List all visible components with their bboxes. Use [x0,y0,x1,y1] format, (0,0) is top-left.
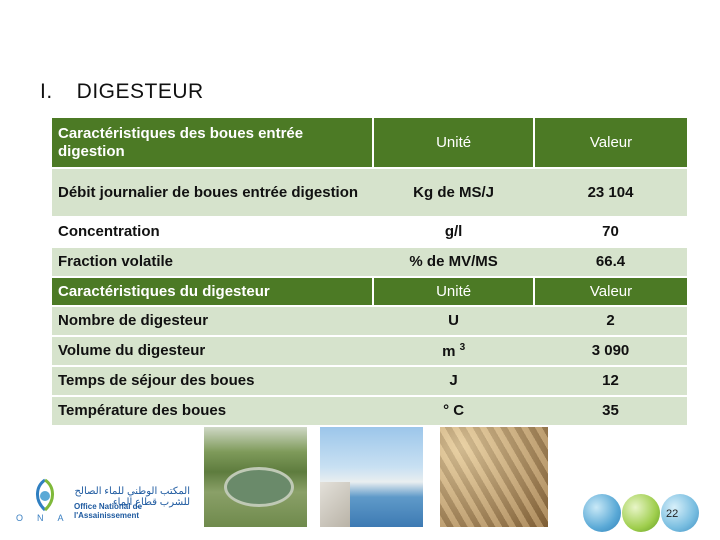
logo-arabic-name: المكتب الوطني للماء الصالح للشرب قطاع ال… [74,486,190,508]
row-label: Débit journalier de boues entrée digesti… [52,168,374,218]
row-value: 66.4 [534,247,687,278]
table-row: Débit journalier de boues entrée digesti… [52,168,687,218]
ona-logo: ONA المكتب الوطني للماء الصالح للشرب قطا… [12,478,190,526]
row-unit: % de MV/MS [373,247,535,278]
table-row: Concentration g/l 70 [52,217,687,248]
row-unit: g/l [373,217,535,248]
basin-photo [320,427,423,527]
unit-exponent: 3 [459,341,466,353]
row-value: 70 [534,217,687,248]
row-value: 12 [534,366,687,397]
header-unit: Unité [373,277,536,307]
row-unit: J [373,366,535,397]
table-row: Fraction volatile % de MV/MS 66.4 [52,247,687,278]
logo-french-name: Office National de l'Assainissement [74,502,143,520]
row-value: 23 104 [534,168,687,218]
basin-wall-shape [320,482,350,527]
page-number: 22 [666,508,679,520]
row-label: Volume du digesteur [52,336,374,367]
photo-shading [440,427,548,527]
row-unit-cell: m 3 [373,336,535,367]
table-row: Temps de séjour des boues J 12 [52,366,687,397]
row-unit: U [373,306,535,337]
section-title: DIGESTEUR [76,80,204,103]
table-row: Température des boues ° C 35 [52,396,687,427]
clarifier-photo [440,427,548,527]
row-label: Nombre de digesteur [52,306,374,337]
lightblue-bubble-icon [661,494,699,532]
logo-letters: ONA [16,513,78,523]
ona-logo-icon [36,478,54,512]
row-value: 35 [534,396,687,427]
header-value: Valeur [534,277,687,307]
row-label: Temps de séjour des boues [52,366,374,397]
table-header-row: Caractéristiques des boues entrée digest… [52,118,687,169]
row-unit: ° C [373,396,535,427]
section-heading: I. DIGESTEUR [40,80,204,104]
tank-shape [224,467,294,507]
blue-bubble-icon [583,494,621,532]
header-value: Valeur [534,118,687,169]
row-value: 3 090 [534,336,687,367]
row-unit: Kg de MS/J [373,168,535,218]
header-unit: Unité [373,118,536,169]
header-label: Caractéristiques du digesteur [52,277,375,307]
digester-table: Caractéristiques des boues entrée digest… [52,118,687,427]
table-header-row: Caractéristiques du digesteur Unité Vale… [52,277,687,307]
digester-aerial-photo [204,427,307,527]
row-value: 2 [534,306,687,337]
table-row: Nombre de digesteur U 2 [52,306,687,337]
table-row: Volume du digesteur m 3 3 090 [52,336,687,367]
green-bubble-icon [622,494,660,532]
header-label: Caractéristiques des boues entrée digest… [52,118,375,169]
section-number: I. [40,80,53,103]
row-label: Température des boues [52,396,374,427]
row-label: Fraction volatile [52,247,374,278]
row-unit: m [442,342,456,360]
row-label: Concentration [52,217,374,248]
